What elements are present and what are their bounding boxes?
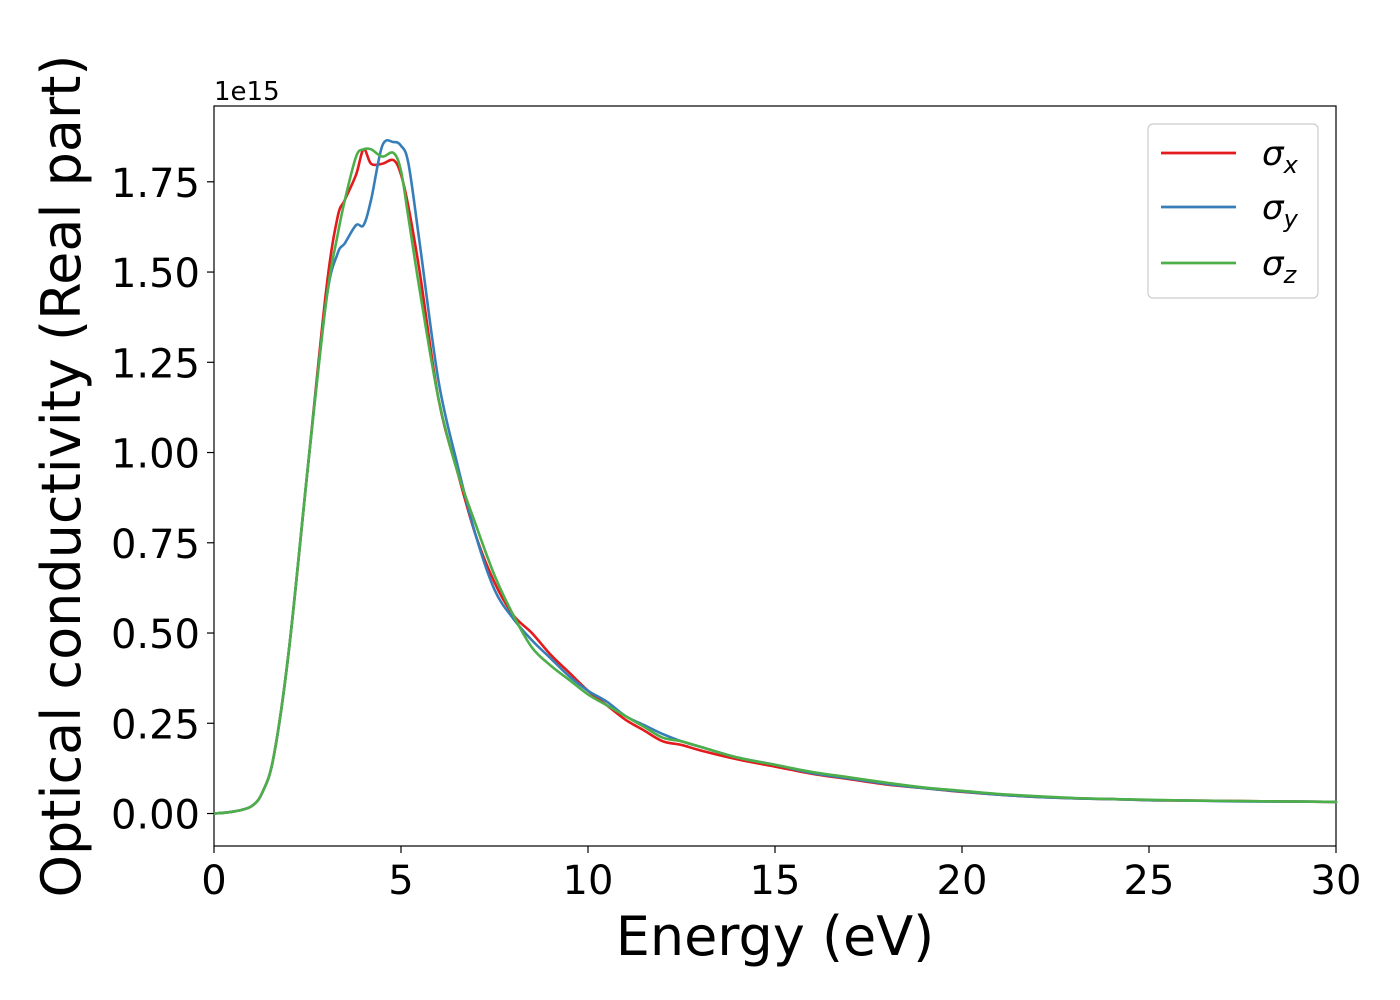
series-layer [212,138,1338,815]
x-tick-label: 0 [201,858,226,904]
y-tick-label: 1.75 [111,161,200,207]
y-axis-title: Optical conductivity (Real part) [30,55,93,898]
x-tick-label: 20 [937,858,988,904]
legend-label-y: σy [1262,188,1299,233]
y-tick-label: 1.00 [111,432,200,478]
x-tick-label: 15 [750,858,801,904]
x-tick-label: 5 [388,858,413,904]
x-tick-label: 25 [1124,858,1175,904]
legend-box [1147,123,1319,299]
y-tick-label: 1.25 [111,341,200,387]
legend: σx σy σz [1147,123,1319,299]
x-axis-ticks: 0 5 10 15 20 25 30 [201,846,1361,904]
y-tick-label: 0.25 [111,702,200,748]
y-tick-label: 0.00 [111,793,200,839]
x-tick-label: 10 [563,858,614,904]
y-tick-label: 0.50 [111,612,200,658]
x-tick-label: 30 [1311,858,1362,904]
x-axis-title: Energy (eV) [616,905,935,968]
y-tick-label: 1.50 [111,251,200,297]
legend-label-x: σx [1262,134,1299,179]
series-line-z [212,147,1338,815]
y-axis-ticks: 0.00 0.25 0.50 0.75 1.00 1.25 1.50 1.75 [111,161,214,839]
legend-label-z: σz [1262,244,1298,289]
y-tick-label: 0.75 [111,522,200,568]
y-offset-text: 1e15 [214,77,280,107]
